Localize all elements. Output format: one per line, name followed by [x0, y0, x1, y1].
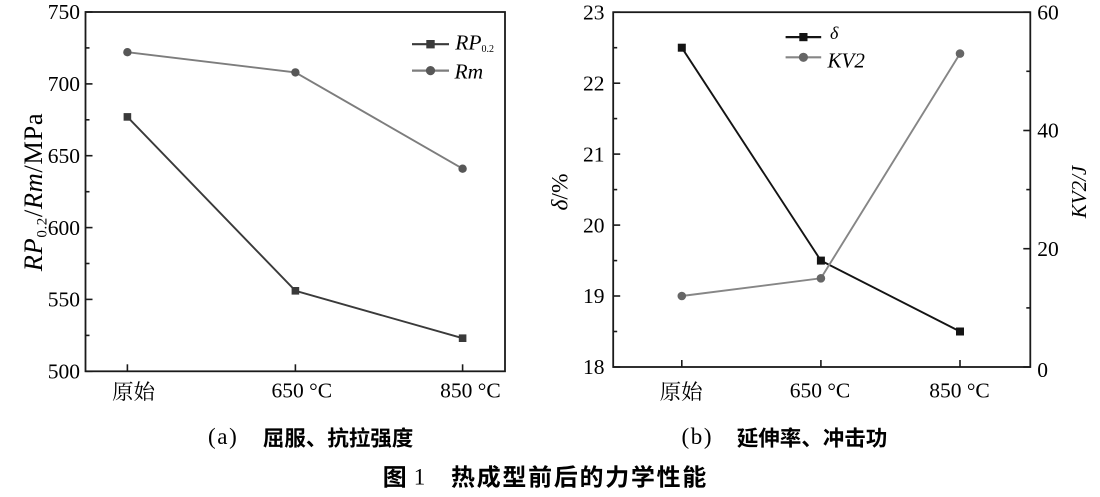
- svg-text:23: 23: [583, 0, 605, 24]
- svg-text:19: 19: [583, 284, 605, 308]
- svg-text:δ: δ: [830, 23, 839, 43]
- svg-text:850 °C: 850 °C: [440, 379, 501, 403]
- svg-text:650: 650: [48, 144, 80, 168]
- svg-text:KV2/J: KV2/J: [1067, 164, 1091, 219]
- svg-text:750: 750: [48, 0, 80, 24]
- svg-text:500: 500: [48, 360, 80, 384]
- svg-text:700: 700: [48, 72, 80, 96]
- svg-text:850 °C: 850 °C: [929, 379, 990, 403]
- svg-text:(b): (b): [682, 424, 714, 449]
- svg-text:0.2: 0.2: [482, 44, 495, 55]
- svg-text:60: 60: [1037, 0, 1059, 24]
- svg-text:21: 21: [583, 142, 605, 166]
- svg-text:18: 18: [583, 355, 605, 379]
- svg-text:650 °C: 650 °C: [790, 379, 851, 403]
- svg-text:20: 20: [583, 213, 605, 237]
- svg-text:650 °C: 650 °C: [272, 379, 333, 403]
- svg-text:20: 20: [1037, 237, 1059, 261]
- svg-text:600: 600: [48, 216, 80, 240]
- svg-text:RP0.2/Rm/MPa: RP0.2/Rm/MPa: [18, 113, 51, 272]
- svg-text:22: 22: [583, 71, 605, 95]
- svg-text:0: 0: [1037, 358, 1048, 382]
- svg-text:(a): (a): [208, 424, 238, 449]
- svg-text:KV2: KV2: [827, 49, 866, 73]
- svg-text:δ/%: δ/%: [548, 173, 574, 210]
- svg-text:550: 550: [48, 288, 80, 312]
- svg-text:RP: RP: [454, 31, 481, 55]
- svg-text:1: 1: [414, 465, 426, 490]
- svg-text:Rm: Rm: [454, 59, 484, 83]
- svg-text:40: 40: [1037, 119, 1059, 143]
